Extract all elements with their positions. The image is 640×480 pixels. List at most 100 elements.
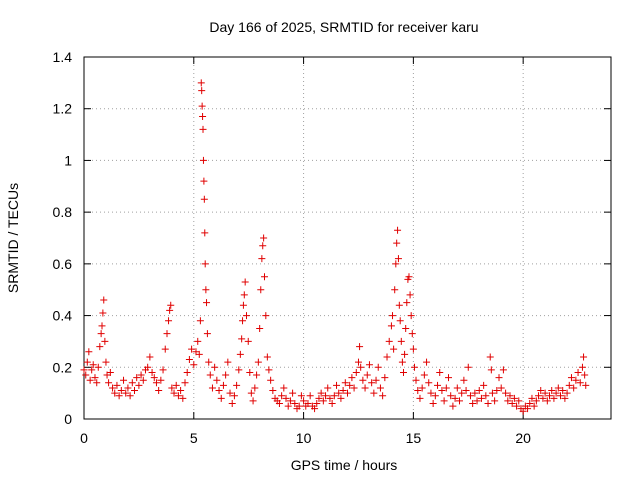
data-point: [363, 371, 371, 379]
data-point: [86, 376, 94, 384]
data-point: [199, 125, 207, 133]
data-point: [300, 397, 308, 405]
data-point: [258, 255, 266, 263]
data-point: [406, 291, 414, 299]
data-point: [99, 309, 107, 317]
data-point: [346, 381, 354, 389]
data-point: [198, 87, 206, 95]
data-point: [185, 356, 193, 364]
data-point: [219, 381, 227, 389]
data-point: [440, 397, 448, 405]
data-point: [200, 177, 208, 185]
data-point: [462, 387, 470, 395]
data-point: [408, 330, 416, 338]
data-point: [482, 392, 490, 400]
data-point: [434, 381, 442, 389]
data-point: [556, 392, 564, 400]
y-tick-label: 0.4: [53, 308, 73, 324]
data-point: [254, 358, 262, 366]
data-point: [416, 394, 424, 402]
data-point: [259, 242, 267, 250]
data-point: [339, 387, 347, 395]
data-point: [469, 399, 477, 407]
data-point: [578, 363, 586, 371]
grid: [84, 57, 611, 419]
data-point: [513, 402, 521, 410]
data-point: [365, 361, 373, 369]
data-point: [177, 387, 185, 395]
data-point: [111, 389, 119, 397]
data-point: [559, 387, 567, 395]
data-point: [208, 384, 216, 392]
data-point: [194, 337, 202, 345]
data-point: [97, 330, 105, 338]
data-point: [203, 299, 211, 307]
data-point: [543, 397, 551, 405]
data-point: [537, 387, 545, 395]
data-point: [224, 358, 232, 366]
data-point: [195, 350, 203, 358]
data-point: [438, 387, 446, 395]
data-point: [395, 301, 403, 309]
data-point: [580, 353, 588, 361]
data-point: [337, 394, 345, 402]
data-point: [350, 384, 358, 392]
data-point: [506, 392, 514, 400]
data-point: [152, 379, 160, 387]
data-point: [179, 394, 187, 402]
data-point: [167, 301, 175, 309]
data-point: [91, 374, 99, 382]
data-point: [174, 392, 182, 400]
data-point: [260, 234, 268, 242]
data-point: [144, 363, 152, 371]
data-point: [548, 387, 556, 395]
data-point: [324, 384, 332, 392]
data-point: [436, 368, 444, 376]
data-point: [427, 389, 435, 397]
data-point: [466, 392, 474, 400]
data-point: [561, 394, 569, 402]
data-point: [565, 381, 573, 389]
data-point: [356, 343, 364, 351]
data-point: [202, 286, 210, 294]
y-axis-label: SRMTID / TECUs: [5, 183, 21, 293]
data-point: [172, 381, 180, 389]
data-point: [333, 381, 341, 389]
data-point: [576, 379, 584, 387]
data-point: [528, 394, 536, 402]
data-point: [284, 402, 292, 410]
data-point: [126, 392, 134, 400]
data-point: [242, 312, 250, 320]
data-point: [200, 195, 208, 203]
data-point: [159, 366, 167, 374]
data-point: [398, 358, 406, 366]
data-point: [487, 366, 495, 374]
data-point: [550, 394, 558, 402]
data-point: [131, 387, 139, 395]
data-point: [93, 379, 101, 387]
y-tick-label: 0.2: [53, 359, 73, 375]
data-point: [493, 387, 501, 395]
data-point: [341, 379, 349, 387]
data-point: [96, 343, 104, 351]
data-point: [354, 358, 362, 366]
data-point: [157, 376, 165, 384]
data-point: [241, 278, 249, 286]
data-point: [128, 379, 136, 387]
data-point: [402, 325, 410, 332]
data-point: [233, 381, 241, 389]
x-tick-label: 10: [296, 430, 312, 446]
data-point: [567, 374, 575, 382]
data-point: [453, 384, 461, 392]
data-point: [251, 384, 259, 392]
data-point: [475, 387, 483, 395]
data-point: [260, 273, 268, 281]
data-point: [425, 379, 433, 387]
data-point: [541, 389, 549, 397]
data-point: [205, 358, 213, 366]
data-point: [480, 381, 488, 389]
data-point: [552, 389, 560, 397]
data-point: [497, 384, 505, 392]
data-point: [574, 368, 582, 376]
data-point: [181, 379, 189, 387]
